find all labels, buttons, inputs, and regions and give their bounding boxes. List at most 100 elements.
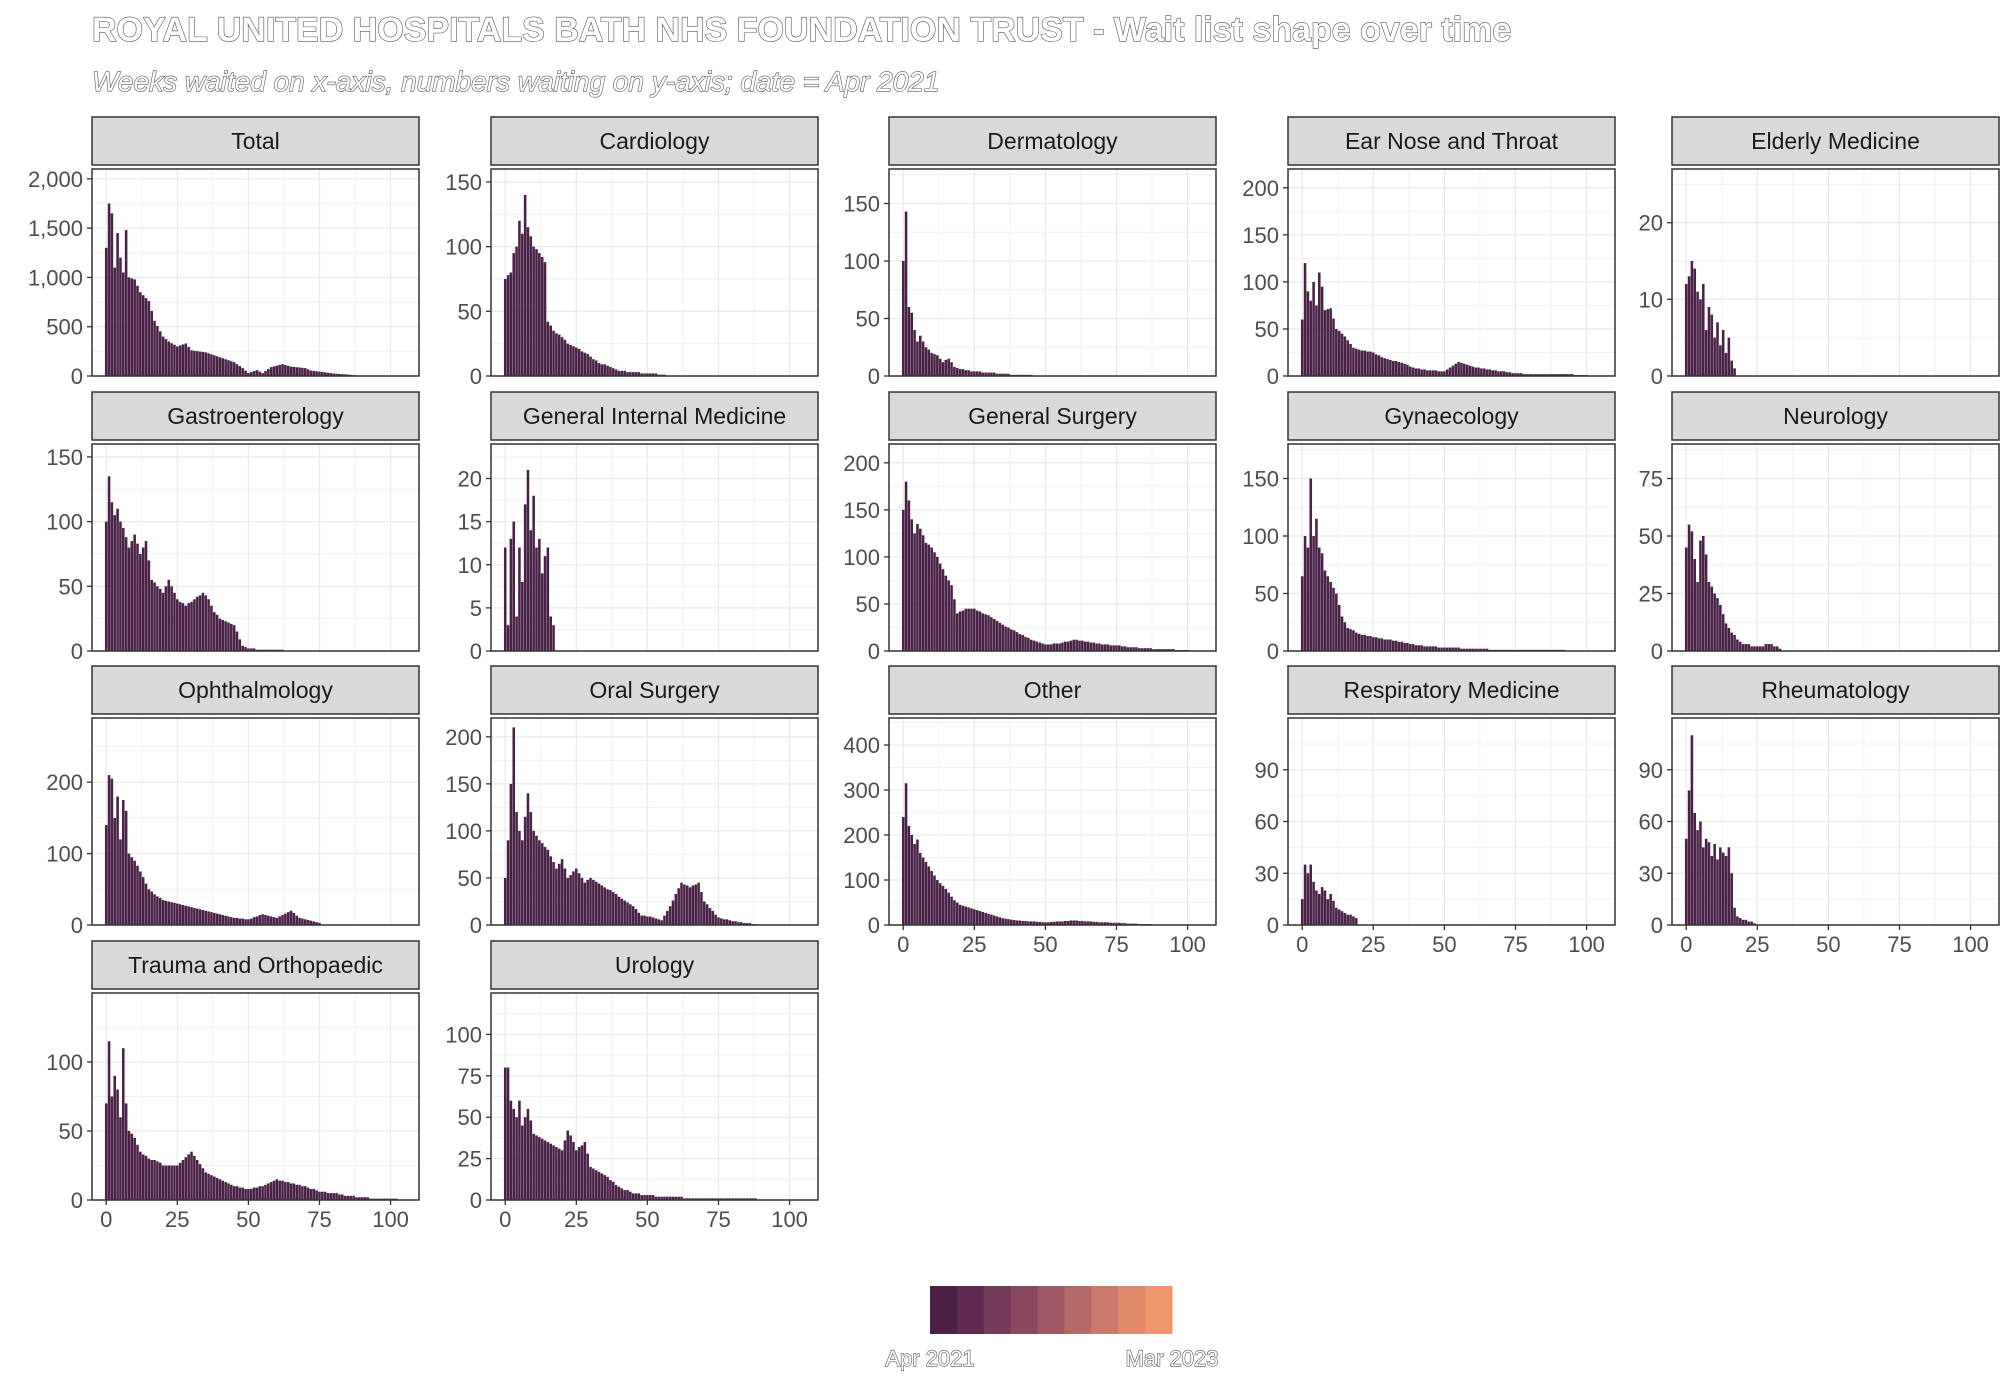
bar-other-69: [1098, 922, 1101, 925]
bar-total-0: [104, 247, 108, 376]
bar-ophthalmology-33: [198, 909, 202, 925]
bar-urology-66: [691, 1198, 695, 1200]
bar-urology-43: [626, 1190, 629, 1200]
bar-trauma-and-orthopaedic-69: [301, 1186, 304, 1200]
bar-urology-67: [694, 1198, 698, 1200]
bar-oral-surgery-31: [592, 879, 595, 925]
bar-ophthalmology-10: [133, 860, 136, 925]
bar-dermatology-9: [927, 349, 931, 376]
bar-general-surgery-87: [1149, 648, 1152, 651]
y-tick-label-other: 200: [843, 823, 880, 848]
bar-ophthalmology-30: [190, 907, 193, 925]
bar-ear-nose-and-throat-18: [1352, 347, 1355, 376]
bar-oral-surgery-44: [629, 904, 632, 925]
bar-trauma-and-orthopaedic-73: [312, 1188, 316, 1200]
bar-oral-surgery-1: [506, 840, 510, 925]
bar-cardiology-18: [555, 333, 558, 376]
bar-general-surgery-8: [924, 542, 928, 651]
bar-trauma-and-orthopaedic-26: [178, 1162, 182, 1200]
bar-trauma-and-orthopaedic-61: [278, 1180, 281, 1200]
bar-trauma-and-orthopaedic-33: [198, 1164, 202, 1200]
bar-respiratory-medicine-15: [1343, 912, 1347, 925]
bar-ear-nose-and-throat-29: [1383, 358, 1386, 376]
bar-total-28: [184, 343, 188, 376]
bar-ophthalmology-41: [221, 915, 225, 925]
bar-neurology-24: [1753, 646, 1756, 651]
bar-cardiology-21: [563, 339, 567, 376]
bar-cardiology-29: [586, 354, 589, 376]
y-tick-label-total: 0: [71, 364, 83, 389]
bar-oral-surgery-80: [731, 921, 734, 925]
bar-ear-nose-and-throat-95: [1571, 374, 1574, 376]
bar-general-internal-medicine-10: [532, 495, 535, 651]
y-tick-label-general-internal-medicine: 10: [458, 553, 482, 578]
bar-gastroenterology-40: [218, 618, 222, 651]
bar-trauma-and-orthopaedic-16: [150, 1159, 153, 1200]
bar-other-37: [1007, 919, 1010, 925]
bar-general-internal-medicine-3: [512, 521, 516, 651]
bar-ophthalmology-18: [156, 896, 159, 925]
bar-cardiology-44: [629, 372, 632, 376]
bar-respiratory-medicine-10: [1329, 893, 1332, 925]
y-tick-label-total: 1,500: [28, 216, 83, 241]
y-tick-label-cardiology: 50: [458, 299, 482, 324]
bar-oral-surgery-16: [549, 856, 552, 925]
bar-cardiology-11: [535, 249, 538, 376]
y-tick-label-ophthalmology: 100: [46, 842, 83, 867]
y-tick-label-general-surgery: 0: [868, 639, 880, 664]
y-tick-label-ear-nose-and-throat: 100: [1242, 270, 1279, 295]
bar-cardiology-0: [503, 278, 507, 376]
bar-ear-nose-and-throat-12: [1335, 328, 1338, 376]
bar-gynaecology-59: [1468, 648, 1472, 651]
bar-urology-25: [575, 1150, 578, 1200]
bar-elderly-medicine-5: [1699, 299, 1702, 376]
bar-general-surgery-49: [1041, 643, 1044, 651]
y-tick-label-gastroenterology: 150: [46, 445, 83, 470]
bar-oral-surgery-6: [520, 840, 524, 925]
bar-oral-surgery-52: [651, 917, 655, 925]
panel-border-dermatology: [888, 168, 1217, 377]
y-axis-gastroenterology: 0 50 100 150: [46, 445, 92, 664]
bar-urology-32: [594, 1170, 598, 1200]
bar-oral-surgery-76: [720, 918, 723, 925]
y-tick-label-general-surgery: 150: [843, 498, 880, 523]
bar-rheumatology-18: [1736, 916, 1739, 925]
bar-ear-nose-and-throat-27: [1377, 355, 1381, 376]
bar-gynaecology-48: [1437, 647, 1440, 651]
bar-urology-28: [583, 1142, 587, 1200]
bar-ear-nose-and-throat-74: [1511, 373, 1514, 376]
bar-general-surgery-26: [975, 610, 979, 651]
bar-urology-10: [532, 1133, 535, 1200]
bar-gynaecology-58: [1465, 648, 1469, 651]
bar-trauma-and-orthopaedic-81: [335, 1193, 338, 1200]
bar-gynaecology-1: [1303, 536, 1307, 651]
gridlines-gynaecology: [1288, 444, 1615, 652]
bar-urology-0: [503, 1067, 507, 1200]
bar-other-4: [913, 844, 916, 925]
bar-ear-nose-and-throat-65: [1485, 369, 1489, 376]
bar-general-internal-medicine-14: [543, 556, 547, 651]
bar-ear-nose-and-throat-83: [1536, 374, 1540, 376]
bar-trauma-and-orthopaedic-49: [244, 1188, 247, 1200]
bar-dermatology-13: [938, 358, 942, 376]
panel-border-oral-surgery: [490, 717, 819, 926]
bar-other-29: [984, 912, 987, 925]
strip-total: [91, 116, 420, 166]
bar-oral-surgery-70: [702, 901, 706, 925]
bar-other-38: [1009, 919, 1013, 925]
bar-trauma-and-orthopaedic-58: [269, 1182, 273, 1200]
bar-ear-nose-and-throat-15: [1343, 336, 1347, 376]
bar-ear-nose-and-throat-48: [1437, 371, 1440, 376]
bar-total-31: [193, 350, 196, 376]
bar-trauma-and-orthopaedic-10: [133, 1137, 136, 1200]
bar-gynaecology-65: [1485, 648, 1489, 651]
bar-cardiology-50: [646, 373, 649, 376]
bar-urology-4: [515, 1117, 518, 1200]
strip-urology: [490, 940, 819, 990]
bar-ear-nose-and-throat-22: [1363, 350, 1367, 376]
bar-rheumatology-12: [1719, 847, 1722, 925]
bar-dermatology-5: [916, 341, 919, 376]
bar-total-70: [303, 368, 307, 376]
panel-gynaecology: Gynaecology 0 50 100 150: [1242, 391, 1616, 664]
bar-total-21: [164, 339, 168, 376]
